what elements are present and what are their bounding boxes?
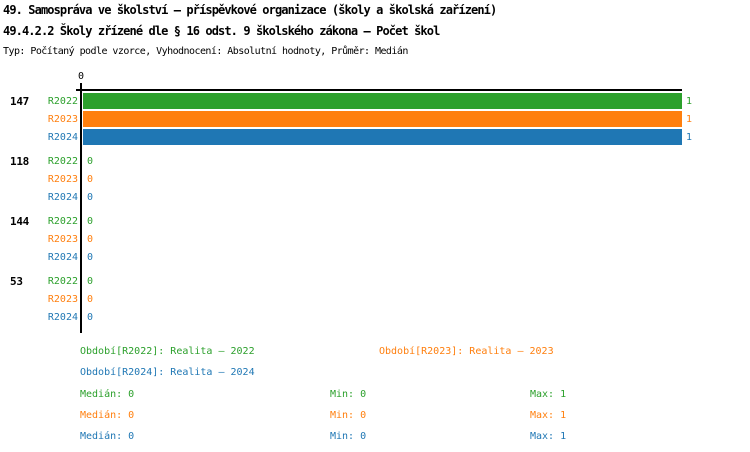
stat-max-r2024: Max: 1	[530, 431, 567, 442]
bar-value-label: 0	[87, 311, 94, 323]
axis-top-line	[76, 89, 682, 91]
bar-row: R2024 0	[0, 248, 93, 266]
series-label: R2024	[47, 311, 78, 323]
bar-value-label: 0	[87, 275, 94, 287]
bar-row: R2024 1	[0, 128, 692, 146]
stat-median-r2024: Medián: 0	[80, 431, 135, 442]
bar	[83, 129, 682, 145]
bar-row: R2023 0	[0, 230, 93, 248]
series-label: R2023	[47, 293, 78, 305]
stat-median-r2023: Medián: 0	[80, 410, 135, 421]
bar-value-label: 0	[87, 215, 94, 227]
bar-row: 147 R2022 1	[0, 92, 692, 110]
bar-value-label: 0	[87, 155, 94, 167]
stat-min-r2023: Min: 0	[330, 410, 367, 421]
axis-tick-zero-label: 0	[77, 71, 85, 82]
bar-value-label: 0	[87, 173, 94, 185]
bar-row: R2023 0	[0, 290, 93, 308]
bar-row: 118 R2022 0	[0, 152, 93, 170]
bar-value-label: 0	[87, 191, 94, 203]
category-label: 53	[10, 274, 23, 288]
series-label: R2022	[47, 95, 78, 107]
category-label: 144	[10, 214, 29, 228]
category-label: 118	[10, 154, 29, 168]
bar-row: 144 R2022 0	[0, 212, 93, 230]
series-label: R2022	[47, 215, 78, 227]
bar-row: R2023 0	[0, 170, 93, 188]
page-title-line2: 49.4.2.2 Školy zřízené dle § 16 odst. 9 …	[3, 24, 440, 38]
page-title-line1: 49. Samospráva ve školství – příspěvkové…	[3, 3, 497, 17]
bar	[83, 93, 682, 109]
bar	[83, 111, 682, 127]
series-label: R2023	[47, 113, 78, 125]
bar-row: R2024 0	[0, 308, 93, 326]
series-label: R2022	[47, 275, 78, 287]
bar-value-label: 1	[686, 95, 693, 107]
bar-value-label: 0	[87, 251, 94, 263]
series-label: R2023	[47, 233, 78, 245]
axis-vertical-line	[80, 83, 82, 333]
legend-item-r2023: Období[R2023]: Realita – 2023	[379, 346, 554, 357]
bar-row: R2023 1	[0, 110, 692, 128]
bar-value-label: 0	[87, 293, 94, 305]
bar-value-label: 0	[87, 233, 94, 245]
legend-item-r2024: Období[R2024]: Realita – 2024	[80, 367, 255, 378]
series-label: R2023	[47, 173, 78, 185]
category-label: 147	[10, 94, 29, 108]
stat-max-r2022: Max: 1	[530, 389, 567, 400]
series-label: R2024	[47, 251, 78, 263]
stat-min-r2022: Min: 0	[330, 389, 367, 400]
legend-item-r2022: Období[R2022]: Realita – 2022	[80, 346, 255, 357]
bar-value-label: 1	[686, 113, 693, 125]
bar-row: 53 R2022 0	[0, 272, 93, 290]
stat-median-r2022: Medián: 0	[80, 389, 135, 400]
stat-min-r2024: Min: 0	[330, 431, 367, 442]
series-label: R2022	[47, 155, 78, 167]
bar-row: R2024 0	[0, 188, 93, 206]
series-label: R2024	[47, 191, 78, 203]
stat-max-r2023: Max: 1	[530, 410, 567, 421]
chart-subtitle: Typ: Počítaný podle vzorce, Vyhodnocení:…	[3, 46, 408, 57]
series-label: R2024	[47, 131, 78, 143]
bar-value-label: 1	[686, 131, 693, 143]
